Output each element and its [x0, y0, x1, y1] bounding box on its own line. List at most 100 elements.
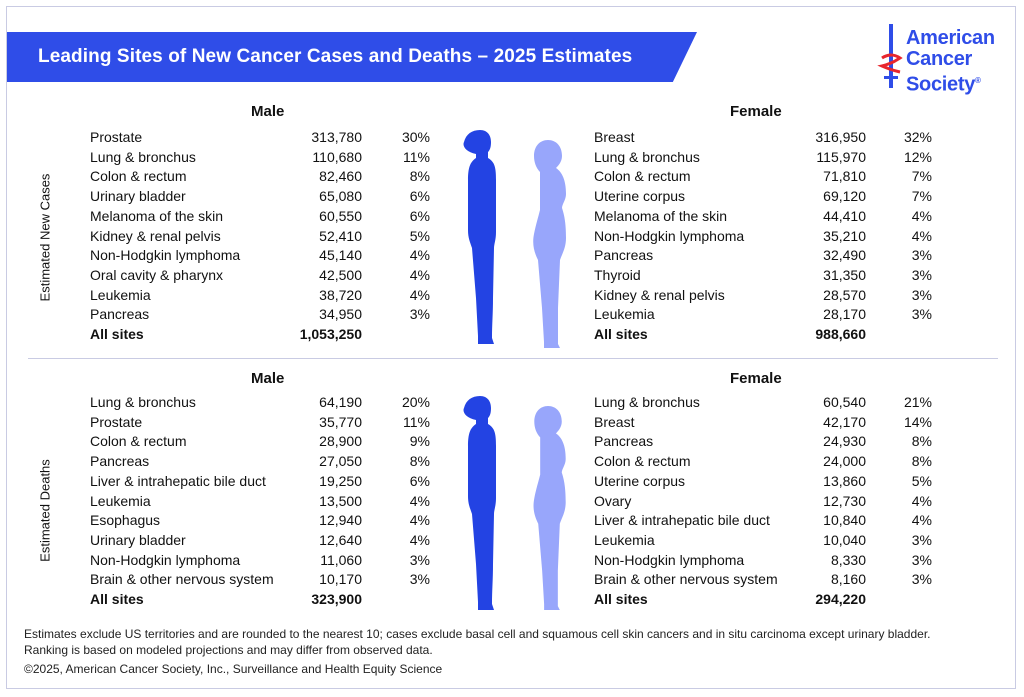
total-label: All sites [90, 591, 144, 607]
sword-logo-icon [877, 24, 903, 88]
case-count: 313,780 [311, 129, 362, 145]
case-count: 10,840 [823, 512, 866, 529]
case-count: 28,570 [823, 286, 866, 303]
site-name: Liver & intrahepatic bile duct [594, 512, 770, 529]
deaths-female-row: Pancreas 24,930 8% [594, 432, 932, 451]
percentage: 4% [409, 512, 430, 529]
site-name: Liver & intrahepatic bile duct [90, 472, 266, 489]
case-count: 115,970 [816, 148, 866, 165]
case-count: 28,900 [319, 433, 362, 450]
percentage: 4% [409, 492, 430, 509]
new-cases-female-row: Leukemia 28,170 3% [594, 305, 932, 324]
new-cases-side-label: Estimated New Cases [37, 173, 53, 302]
new-cases-male-row: Leukemia 38,720 4% [90, 286, 430, 305]
acs-logo: American Cancer Society® [876, 22, 1006, 95]
case-count: 71,810 [823, 168, 866, 185]
percentage: 3% [409, 306, 430, 323]
percentage: 7% [911, 188, 932, 205]
new-cases-male-row: Urinary bladder 65,080 6% [90, 187, 430, 206]
new-cases-male-row: Oral cavity & pharynx 42,500 4% [90, 266, 430, 285]
page-title: Leading Sites of New Cancer Cases and De… [38, 46, 633, 67]
new-cases-female-row: Breast 316,950 32% [594, 128, 932, 147]
site-name: Urinary bladder [90, 531, 186, 548]
male-silhouette-icon [463, 130, 496, 344]
case-count: 45,140 [319, 247, 362, 264]
case-count: 60,540 [823, 394, 866, 410]
case-count: 32,490 [823, 247, 866, 264]
new-cases-male-row: Prostate 313,780 30% [90, 128, 430, 147]
site-name: Urinary bladder [90, 188, 186, 205]
site-name: Pancreas [90, 306, 150, 323]
percentage: 4% [409, 247, 430, 264]
site-name: Non-Hodgkin lymphoma [90, 247, 241, 264]
case-count: 35,210 [823, 227, 866, 244]
percentage: 4% [911, 227, 932, 244]
percentage: 8% [911, 433, 932, 450]
copyright: ©2025, American Cancer Society, Inc., Su… [24, 662, 443, 676]
site-name: Prostate [90, 413, 143, 430]
percentage: 3% [409, 571, 430, 588]
percentage: 20% [401, 394, 430, 410]
case-count: 52,410 [319, 227, 362, 244]
percentage: 6% [409, 472, 430, 489]
deaths-male-row: Urinary bladder 12,640 4% [90, 531, 430, 550]
site-name: Prostate [90, 129, 143, 145]
case-count: 12,730 [823, 492, 866, 509]
case-count: 69,120 [823, 188, 866, 205]
new-cases-female-row: Pancreas 32,490 3% [594, 246, 932, 265]
case-count: 13,500 [319, 492, 362, 509]
site-name: Colon & rectum [90, 168, 187, 185]
case-count: 110,680 [312, 148, 362, 165]
deaths-female-heading: Female [730, 370, 782, 387]
deaths-male-row: Brain & other nervous system 10,170 3% [90, 570, 430, 589]
site-name: Non-Hodgkin lymphoma [594, 551, 745, 568]
site-name: Pancreas [594, 433, 654, 450]
deaths-female-row: Brain & other nervous system 8,160 3% [594, 570, 932, 589]
deaths-female-total-row: All sites 294,220 [594, 590, 932, 609]
percentage: 6% [409, 207, 430, 224]
site-name: Ovary [594, 492, 632, 509]
total-count: 1,053,250 [299, 326, 362, 342]
site-name: Esophagus [90, 512, 161, 529]
total-count: 294,220 [815, 591, 866, 607]
deaths-female-row: Colon & rectum 24,000 8% [594, 452, 932, 471]
percentage: 3% [911, 551, 932, 568]
total-count: 988,660 [815, 326, 866, 342]
new-cases-male-row: Kidney & renal pelvis 52,410 5% [90, 227, 430, 246]
site-name: Colon & rectum [90, 433, 187, 450]
percentage: 8% [409, 168, 430, 185]
case-count: 12,940 [319, 512, 362, 529]
case-count: 34,950 [319, 306, 362, 323]
percentage: 3% [911, 286, 932, 303]
site-name: Thyroid [594, 266, 641, 283]
percentage: 14% [903, 413, 932, 430]
new-cases-female-row: Lung & bronchus 115,970 12% [594, 148, 932, 167]
deaths-male-row: Non-Hodgkin lymphoma 11,060 3% [90, 551, 430, 570]
footnote-line-2: Ranking is based on modeled projections … [24, 643, 433, 657]
site-name: Leukemia [90, 286, 151, 303]
new-cases-male-total-row: All sites 1,053,250 [90, 325, 430, 344]
site-name: Uterine corpus [594, 472, 686, 489]
male-silhouette-deaths-icon [463, 396, 496, 610]
new-cases-male-row: Lung & bronchus 110,680 11% [90, 148, 430, 167]
site-name: Leukemia [90, 492, 151, 509]
case-count: 316,950 [815, 129, 866, 145]
case-count: 24,930 [823, 433, 866, 450]
deaths-male-row: Pancreas 27,050 8% [90, 452, 430, 471]
percentage: 6% [409, 188, 430, 205]
site-name: Melanoma of the skin [90, 207, 224, 224]
percentage: 8% [409, 453, 430, 470]
logo-line-1: American [906, 27, 995, 49]
site-name: Non-Hodgkin lymphoma [594, 227, 745, 244]
total-label: All sites [594, 591, 648, 607]
case-count: 8,330 [830, 551, 866, 568]
case-count: 38,720 [319, 286, 362, 303]
case-count: 42,500 [319, 266, 362, 283]
new-cases-female-total-row: All sites 988,660 [594, 325, 932, 344]
site-name: Non-Hodgkin lymphoma [90, 551, 241, 568]
site-name: Uterine corpus [594, 188, 686, 205]
site-name: Brain & other nervous system [594, 571, 778, 588]
site-name: Lung & bronchus [594, 394, 700, 410]
site-name: Melanoma of the skin [594, 207, 728, 224]
case-count: 31,350 [823, 266, 866, 283]
